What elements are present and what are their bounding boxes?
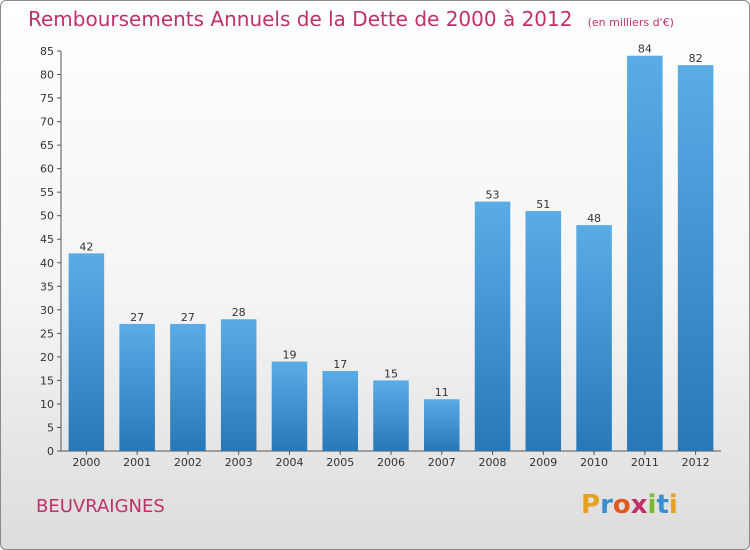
commune-name: BEUVRAIGNES — [36, 496, 165, 517]
y-tick-label: 75 — [40, 92, 54, 105]
x-tick-label-2011: 2011 — [631, 456, 659, 469]
bar-2000 — [68, 253, 105, 451]
y-tick-label: 25 — [40, 327, 54, 340]
x-tick-label-2007: 2007 — [428, 456, 456, 469]
y-tick-label: 10 — [40, 398, 54, 411]
y-tick-label: 35 — [40, 280, 54, 293]
bar-2008 — [474, 201, 511, 451]
x-axis: 2000 2001 2002 2003 2004 2005 2006 2007 2008 2009… — [61, 450, 721, 469]
value-label-2010: 48 — [587, 212, 601, 225]
bar-2001 — [119, 323, 155, 451]
chart-title: Remboursements Annuels de la Dette de 20… — [28, 7, 573, 31]
y-tick-label: 55 — [40, 186, 54, 199]
value-label-2000: 42 — [79, 240, 93, 253]
y-tick-label: 50 — [40, 210, 54, 223]
x-tick-label-2008: 2008 — [479, 456, 507, 469]
x-tick-label-2012: 2012 — [682, 456, 710, 469]
x-tick-label-2000: 2000 — [72, 456, 100, 469]
logo-letter: P — [581, 490, 601, 520]
x-tick-label-2004: 2004 — [275, 456, 303, 469]
bar-2009 — [525, 211, 562, 451]
proxiti-logo: Proxiti — [581, 490, 678, 520]
x-tick-label-2006: 2006 — [377, 456, 405, 469]
value-label-2005: 17 — [333, 358, 347, 371]
bar-2005 — [322, 371, 358, 451]
x-tick-label-2010: 2010 — [580, 456, 608, 469]
value-label-2004: 19 — [282, 349, 296, 362]
logo-letter: x — [630, 490, 648, 520]
y-tick-label: 60 — [40, 163, 54, 176]
bar-2002 — [170, 323, 206, 451]
bar-2010 — [576, 225, 612, 451]
value-label-2006: 15 — [384, 367, 398, 380]
x-tick-label-2003: 2003 — [225, 456, 253, 469]
y-tick-label: 65 — [40, 139, 54, 152]
bar-2007 — [424, 399, 460, 451]
logo-letter: o — [612, 490, 631, 520]
value-labels-group: 42 27 27 28 19 17 15 11 53 51 48 84 82 — [79, 43, 702, 400]
bar-2006 — [373, 380, 409, 451]
logo-letter: r — [600, 490, 613, 520]
y-tick-label: 15 — [40, 374, 54, 387]
chart-title-row: Remboursements Annuels de la Dette de 20… — [28, 7, 674, 31]
logo-letter: i — [668, 490, 678, 520]
bar-2012 — [677, 65, 714, 451]
x-tick-label-2005: 2005 — [326, 456, 354, 469]
y-tick-label: 70 — [40, 116, 54, 129]
value-label-2011: 84 — [638, 43, 652, 56]
value-label-2003: 28 — [232, 306, 246, 319]
chart-subtitle: (en milliers d'€) — [587, 16, 674, 29]
y-tick-label: 40 — [40, 257, 54, 270]
value-label-2012: 82 — [689, 52, 703, 65]
value-label-2007: 11 — [435, 386, 449, 399]
y-tick-label: 30 — [40, 304, 54, 317]
value-label-2001: 27 — [130, 311, 144, 324]
bar-2011 — [627, 55, 663, 452]
y-tick-label: 85 — [40, 45, 54, 58]
y-axis: 0 5 10 15 20 25 30 35 40 45 50 55 60 65 70 75 80 85 — [40, 45, 62, 458]
logo-letter: t — [656, 490, 669, 520]
x-tick-label-2002: 2002 — [174, 456, 202, 469]
y-tick-label: 5 — [47, 421, 54, 434]
x-tick-label-2009: 2009 — [529, 456, 557, 469]
value-label-2002: 27 — [181, 311, 195, 324]
value-label-2009: 51 — [536, 198, 550, 211]
y-tick-label: 80 — [40, 69, 54, 82]
bar-2004 — [271, 361, 308, 451]
y-tick-label: 20 — [40, 351, 54, 364]
y-tick-label: 0 — [47, 445, 54, 458]
value-label-2008: 53 — [486, 189, 500, 202]
x-tick-label-2001: 2001 — [123, 456, 151, 469]
bars-group — [68, 55, 714, 452]
bar-2003 — [220, 319, 257, 451]
logo-letter: i — [647, 490, 657, 520]
y-tick-label: 45 — [40, 233, 54, 246]
